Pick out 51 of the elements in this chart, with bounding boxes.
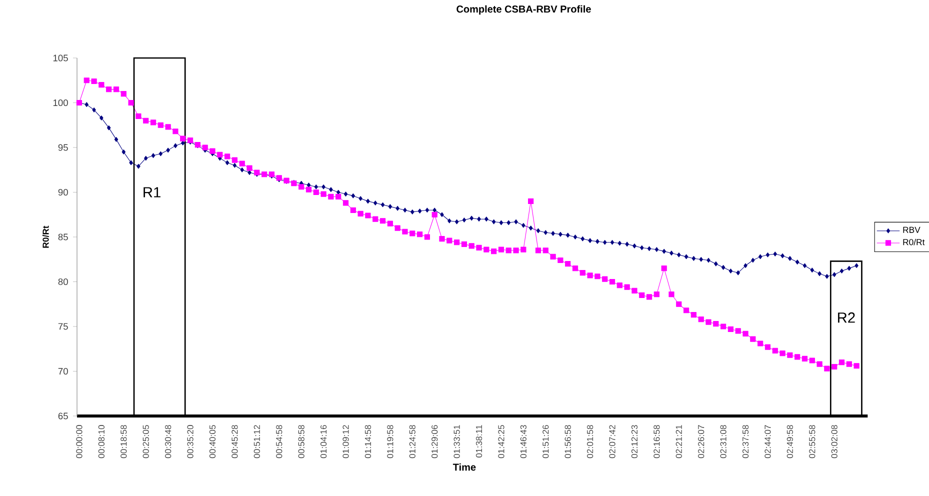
legend-label: R0/Rt [903, 238, 925, 246]
x-tick-label: 00:40:05 [209, 425, 216, 458]
y-tick-label: 95 [58, 144, 68, 151]
x-tick-label: 01:04:16 [320, 425, 327, 458]
y-tick-label: 85 [58, 234, 68, 240]
x-tick-label: 02:55:58 [809, 425, 816, 458]
x-tick-label: 03:02:08 [831, 425, 838, 458]
x-tick-label: 00:00:00 [76, 425, 82, 458]
x-tick-label: 01:09:12 [342, 425, 349, 458]
x-tick-label: 02:21:21 [676, 425, 682, 458]
x-tick-label: 01:38:11 [476, 425, 482, 458]
x-tick-label: 01:46:43 [520, 425, 526, 458]
x-tick-label: 01:33:51 [454, 425, 460, 458]
x-tick-label: 01:14:58 [364, 425, 372, 458]
x-tick-label: 00:25:05 [142, 425, 149, 458]
x-tick-label: 02:16:58 [654, 425, 660, 458]
x-tick-label: 02:31:08 [720, 425, 726, 458]
x-axis-title: Time [452, 463, 476, 471]
x-tick-label: 01:24:58 [409, 425, 416, 458]
x-tick-label: 02:37:58 [742, 425, 749, 458]
x-tick-label: 01:29:06 [432, 425, 438, 458]
y-tick-label: 70 [58, 368, 68, 375]
chart-title: Complete CSBA-RBV Profile [456, 5, 591, 15]
y-tick-label: 105 [53, 54, 68, 62]
y-tick-label: 90 [58, 188, 68, 196]
x-tick-label: 01:51:26 [542, 425, 549, 458]
x-tick-label: 02:44:07 [764, 425, 771, 458]
annotation: R2 [838, 312, 855, 323]
x-tick-label: 02:12:23 [631, 425, 638, 458]
x-tick-label: 01:42:25 [498, 425, 504, 458]
x-tick-label: 00:35:20 [187, 425, 194, 458]
y-tick-label: 100 [53, 99, 68, 106]
x-tick-label: 00:58:58 [298, 425, 304, 458]
x-tick-label: 00:08:10 [98, 425, 105, 458]
x-tick-label: 00:18:58 [120, 425, 127, 458]
x-tick-label: 02:01:58 [586, 425, 594, 458]
annotation: R1 [144, 187, 160, 198]
y-tick-label: 75 [58, 323, 68, 330]
y-axis-title: R0/Rt [42, 226, 49, 248]
x-tick-label: 00:45:28 [232, 425, 238, 458]
x-tick-label: 00:54:58 [276, 425, 282, 458]
x-tick-label: 02:26:07 [698, 425, 704, 458]
x-tick-label: 00:51:12 [254, 425, 260, 458]
x-tick-label: 01:19:58 [387, 425, 394, 458]
y-tick-label: 80 [58, 278, 68, 286]
y-tick-label: 65 [58, 412, 68, 420]
x-tick-label: 00:30:48 [165, 425, 172, 458]
x-tick-label: 02:49:58 [786, 425, 793, 458]
x-tick-label: 02:07:42 [609, 425, 616, 458]
x-tick-label: 01:56:58 [564, 425, 571, 458]
legend-label: RBV [903, 226, 920, 233]
